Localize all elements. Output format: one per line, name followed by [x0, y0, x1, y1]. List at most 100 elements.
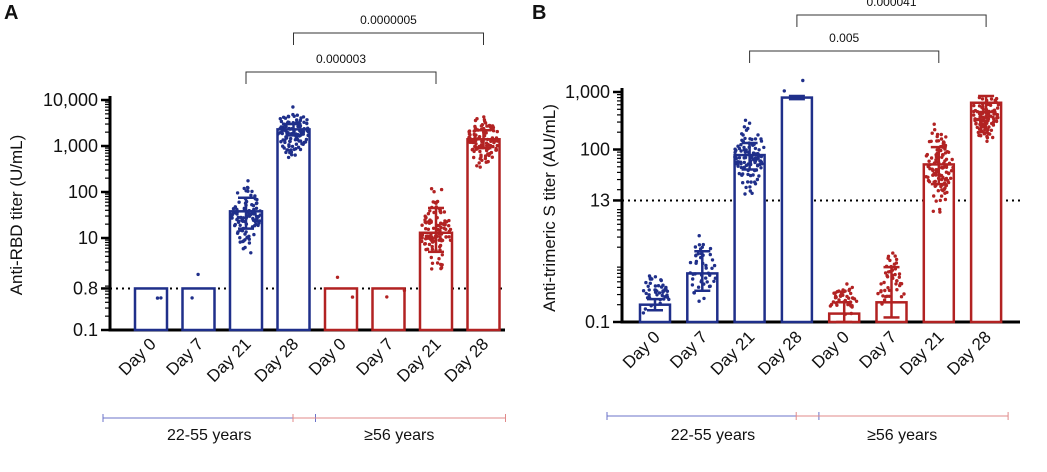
data-point	[988, 103, 993, 108]
data-point	[742, 165, 746, 169]
data-point	[733, 147, 737, 151]
bar	[181, 287, 216, 332]
data-point	[894, 261, 899, 265]
data-point	[470, 148, 474, 152]
data-point	[926, 175, 930, 179]
data-point	[430, 267, 434, 271]
data-point	[939, 194, 944, 198]
data-point	[280, 131, 284, 136]
x-tick-label: Day 21	[707, 327, 759, 379]
data-point	[484, 148, 489, 153]
data-point	[653, 288, 657, 292]
data-point	[290, 144, 295, 149]
data-point	[430, 261, 435, 265]
data-point	[985, 139, 989, 143]
data-point	[305, 118, 309, 122]
data-point	[298, 129, 302, 133]
data-point	[641, 311, 646, 315]
data-point	[291, 105, 295, 109]
data-point	[737, 146, 742, 151]
data-point	[740, 132, 744, 136]
data-point	[973, 108, 978, 113]
data-point	[245, 185, 250, 190]
data-point	[991, 123, 996, 127]
data-point	[242, 239, 246, 243]
data-point	[995, 106, 1000, 110]
data-point	[236, 220, 241, 224]
data-point	[989, 114, 993, 118]
data-point	[289, 136, 293, 141]
data-point	[484, 131, 488, 135]
data-point	[437, 232, 441, 236]
data-point	[238, 223, 242, 227]
x-tick-label: Day 0	[305, 334, 350, 379]
data-point	[749, 180, 753, 184]
data-point	[302, 120, 306, 125]
data-point	[276, 132, 280, 136]
data-point	[479, 155, 483, 159]
data-point	[690, 283, 695, 287]
data-point	[691, 277, 695, 281]
data-point	[975, 118, 979, 122]
x-tick-label: Day 0	[619, 327, 664, 372]
data-point	[291, 112, 295, 117]
data-point	[854, 299, 859, 303]
data-point	[655, 293, 659, 297]
data-point	[489, 150, 494, 155]
data-point	[759, 154, 764, 159]
data-point	[385, 295, 389, 299]
data-point	[235, 191, 240, 195]
data-point	[237, 200, 241, 204]
data-point	[305, 128, 309, 133]
data-point	[944, 163, 949, 167]
data-point	[984, 114, 988, 118]
data-point	[894, 257, 899, 262]
data-point	[837, 298, 841, 302]
data-point	[704, 276, 708, 280]
y-axis-label: Anti-trimeric S titer (AU/mL)	[540, 104, 559, 312]
data-point	[938, 210, 942, 214]
data-point	[934, 155, 939, 159]
group-label: 22-55 years	[167, 427, 252, 444]
data-point	[231, 207, 236, 211]
data-point	[734, 156, 738, 161]
data-point	[437, 257, 441, 261]
data-point	[492, 138, 496, 143]
data-point	[429, 187, 434, 191]
data-point	[996, 103, 1001, 107]
data-point	[753, 160, 757, 165]
data-point	[744, 128, 749, 132]
data-point	[433, 200, 437, 205]
data-point	[249, 251, 253, 255]
data-point	[426, 212, 431, 216]
data-point	[737, 156, 742, 160]
data-point	[246, 179, 250, 183]
data-point	[882, 280, 886, 285]
data-point	[420, 223, 424, 227]
data-point	[879, 289, 883, 293]
data-point	[241, 219, 245, 223]
data-point	[992, 117, 996, 122]
data-point	[428, 220, 432, 224]
x-tick-label: Day 7	[666, 327, 711, 372]
data-point	[190, 296, 194, 300]
data-point	[885, 294, 889, 298]
data-point	[253, 219, 257, 224]
data-point	[976, 130, 980, 135]
data-point	[847, 287, 852, 291]
data-point	[252, 224, 257, 228]
data-point	[249, 193, 253, 197]
data-point	[442, 210, 447, 214]
data-point	[424, 247, 428, 252]
data-point	[253, 197, 257, 201]
data-point	[440, 253, 444, 257]
data-point	[468, 133, 472, 137]
data-point	[440, 263, 444, 267]
data-point	[661, 290, 665, 294]
x-tick-label: Day 21	[393, 334, 445, 386]
data-point	[435, 261, 440, 265]
data-point	[994, 96, 999, 101]
data-point	[932, 194, 936, 198]
data-point	[704, 263, 708, 268]
x-tick-label: Day 7	[352, 334, 397, 379]
